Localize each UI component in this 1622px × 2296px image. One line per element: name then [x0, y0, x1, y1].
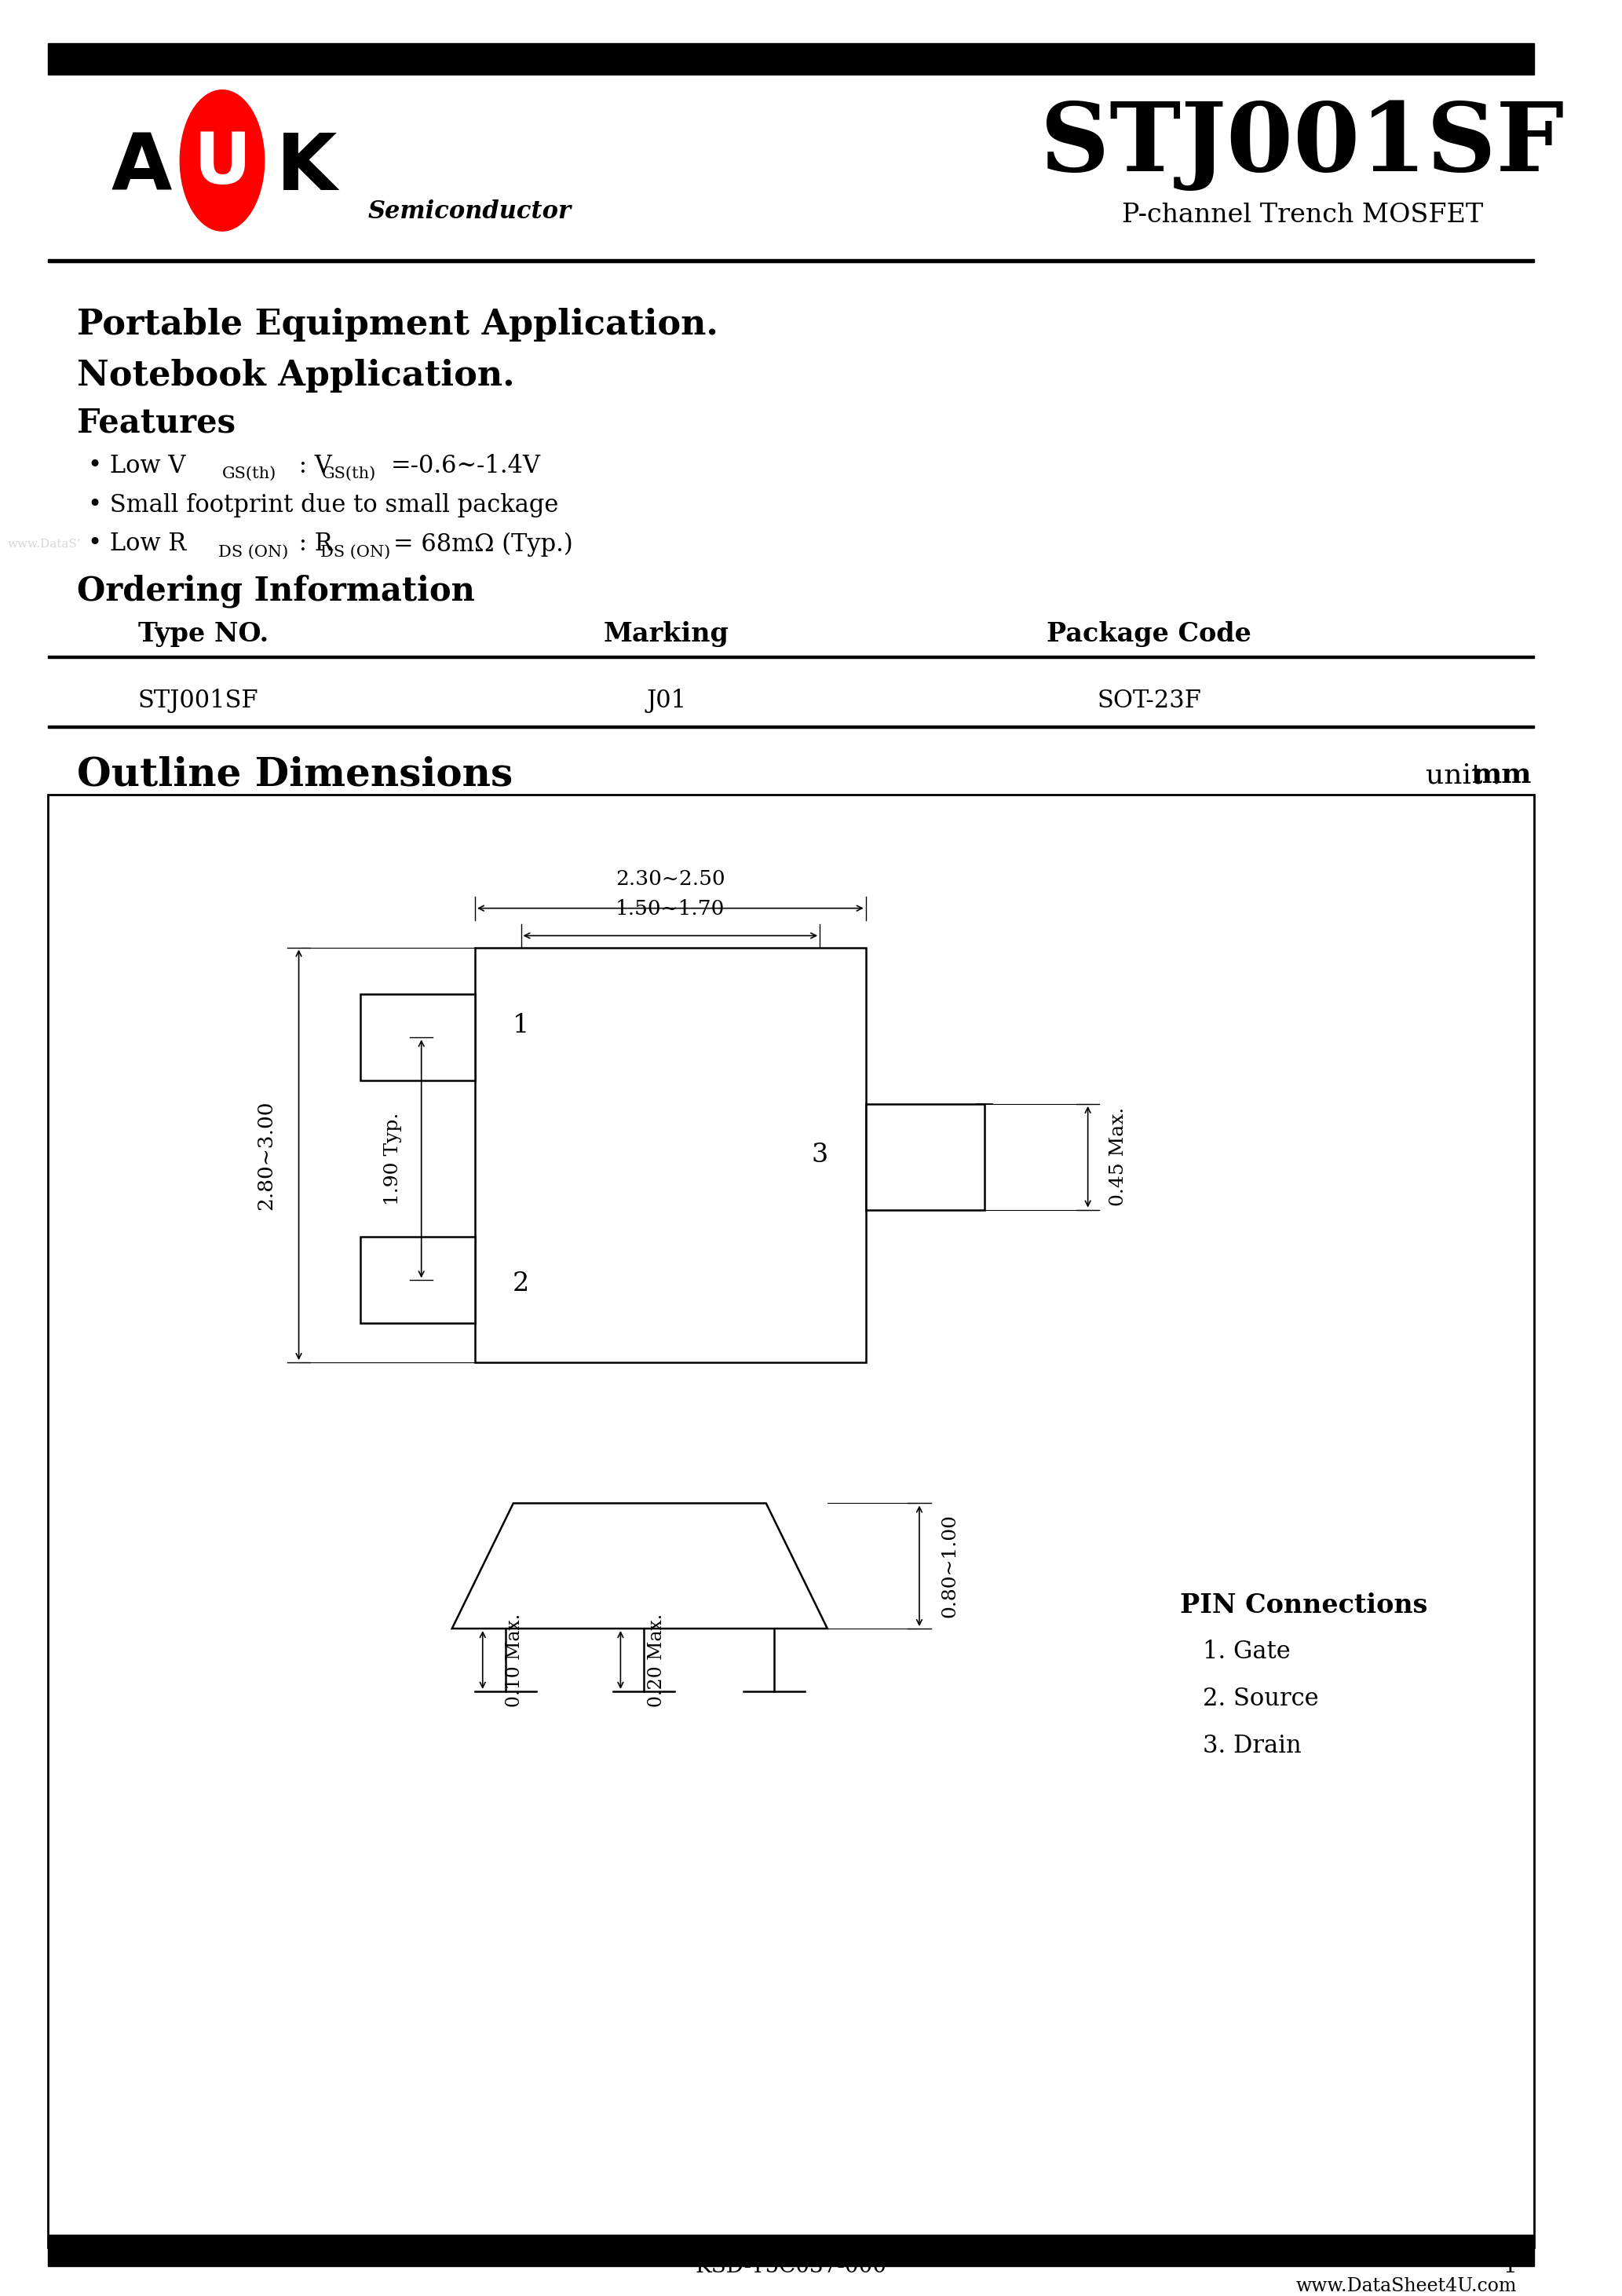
- Text: U: U: [193, 131, 251, 200]
- Text: Features: Features: [76, 406, 235, 439]
- Text: SOT-23F: SOT-23F: [1096, 689, 1202, 714]
- Text: GS(th): GS(th): [222, 466, 276, 482]
- Bar: [47, 2234, 1534, 2266]
- Text: STJ001SF: STJ001SF: [138, 689, 258, 714]
- Text: 2.80~3.00: 2.80~3.00: [256, 1100, 276, 1210]
- Text: 2: 2: [513, 1272, 529, 1297]
- Text: unit :: unit :: [1426, 762, 1502, 788]
- Text: • Small footprint due to small package: • Small footprint due to small package: [88, 494, 558, 517]
- Text: Portable Equipment Application.: Portable Equipment Application.: [76, 308, 719, 342]
- Text: GS(th): GS(th): [321, 466, 376, 482]
- Text: Marking: Marking: [603, 622, 730, 647]
- Text: 0.80~1.00: 0.80~1.00: [941, 1513, 959, 1619]
- Text: DS (ON): DS (ON): [320, 544, 391, 560]
- Bar: [475, 948, 866, 1362]
- Text: 1.90 Typ.: 1.90 Typ.: [384, 1111, 402, 1205]
- Text: Notebook Application.: Notebook Application.: [76, 358, 514, 393]
- Text: 0.10 Max.: 0.10 Max.: [506, 1614, 524, 1706]
- Text: Type NO.: Type NO.: [138, 622, 268, 647]
- Text: 0.20 Max.: 0.20 Max.: [647, 1614, 665, 1706]
- Text: Outline Dimensions: Outline Dimensions: [76, 755, 513, 794]
- Text: 1. Gate: 1. Gate: [1204, 1639, 1291, 1665]
- Text: Semiconductor: Semiconductor: [368, 200, 571, 223]
- Bar: [866, 1104, 985, 1210]
- Text: STJ001SF: STJ001SF: [1040, 99, 1564, 191]
- Text: www.DataS’: www.DataS’: [8, 540, 81, 549]
- Text: • Low V: • Low V: [88, 455, 187, 478]
- Text: 2. Source: 2. Source: [1204, 1688, 1319, 1711]
- Text: PIN Connections: PIN Connections: [1179, 1591, 1427, 1619]
- Bar: [47, 654, 1534, 657]
- Bar: [360, 1238, 475, 1322]
- Text: 3. Drain: 3. Drain: [1204, 1733, 1301, 1759]
- Bar: [47, 44, 1534, 73]
- Text: Ordering Information: Ordering Information: [76, 574, 475, 608]
- Text: KSD-T5C037-000: KSD-T5C037-000: [696, 2257, 887, 2278]
- Text: = 68mΩ (Typ.): = 68mΩ (Typ.): [393, 533, 573, 556]
- Text: 1: 1: [1504, 2257, 1517, 2278]
- Text: DS (ON): DS (ON): [219, 544, 289, 560]
- Bar: [47, 726, 1534, 728]
- Text: =-0.6~-1.4V: =-0.6~-1.4V: [391, 455, 540, 478]
- Text: J01: J01: [647, 689, 686, 714]
- Text: www.DataSheet4U.com: www.DataSheet4U.com: [1296, 2278, 1517, 2296]
- Bar: [47, 259, 1534, 262]
- Text: mm: mm: [1473, 762, 1533, 788]
- Text: 1: 1: [513, 1013, 529, 1038]
- Text: K: K: [276, 131, 337, 207]
- Text: 2.30~2.50: 2.30~2.50: [615, 868, 725, 889]
- Text: A: A: [112, 131, 172, 207]
- Text: 0.45 Max.: 0.45 Max.: [1109, 1107, 1127, 1205]
- Bar: [47, 794, 1534, 2248]
- Polygon shape: [453, 1504, 827, 1628]
- Text: Package Code: Package Code: [1046, 622, 1252, 647]
- Text: 1.50~1.70: 1.50~1.70: [616, 898, 725, 918]
- Text: : R: : R: [290, 533, 333, 556]
- Text: • Low R: • Low R: [88, 533, 187, 556]
- Text: : V: : V: [290, 455, 333, 478]
- Ellipse shape: [180, 90, 264, 232]
- Bar: [360, 994, 475, 1081]
- Text: 3: 3: [811, 1143, 829, 1166]
- Text: P-channel Trench MOSFET: P-channel Trench MOSFET: [1122, 202, 1483, 227]
